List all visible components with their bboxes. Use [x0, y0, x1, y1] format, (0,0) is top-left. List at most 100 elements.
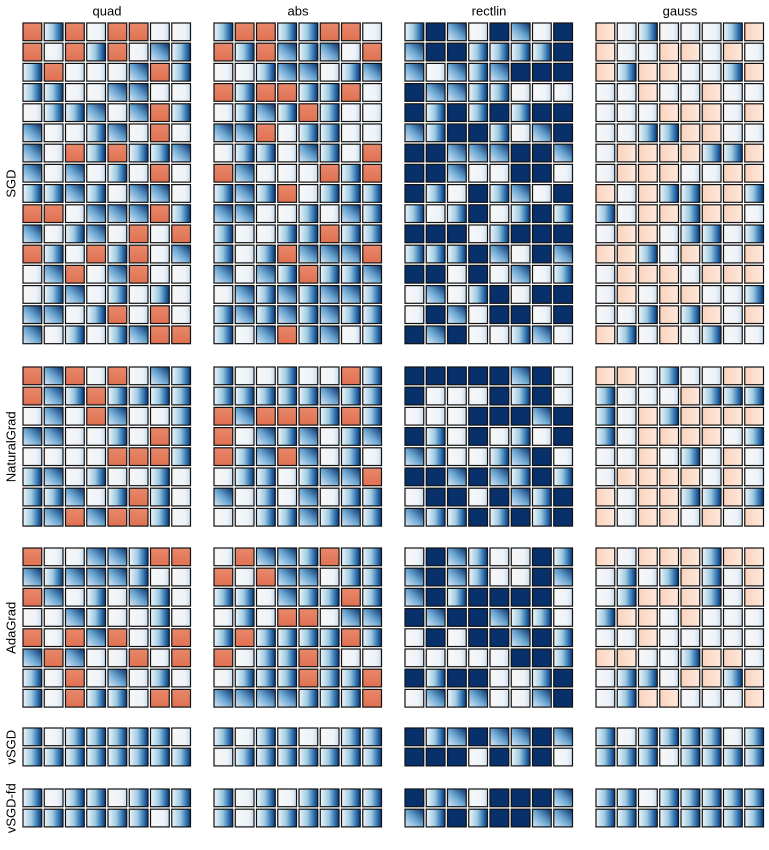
tile: [404, 22, 425, 42]
tile: [22, 163, 43, 183]
tile: [298, 688, 319, 708]
tile: [43, 82, 64, 102]
tile: [553, 244, 574, 264]
tile: [43, 688, 64, 708]
tile: [171, 427, 192, 446]
tile: [701, 143, 722, 163]
tile: [404, 123, 425, 143]
tile: [340, 788, 361, 808]
tile: [234, 82, 255, 102]
tile: [213, 587, 234, 607]
tile: [298, 406, 319, 426]
tile: [22, 406, 43, 426]
tile: [404, 507, 425, 527]
tile: [510, 82, 531, 102]
tile: [362, 325, 383, 345]
tile: [553, 184, 574, 203]
tile: [468, 788, 489, 808]
tile: [171, 747, 192, 767]
tile: [701, 325, 722, 345]
tile: [319, 143, 340, 163]
tile: [468, 427, 489, 446]
tile: [659, 305, 680, 325]
tile: [404, 727, 425, 747]
tile: [255, 366, 276, 386]
tile: [404, 285, 425, 304]
tile: [22, 82, 43, 102]
tile: [362, 788, 383, 808]
tile: [637, 285, 658, 304]
tile: [149, 386, 170, 406]
tile: [446, 447, 467, 467]
tile: [468, 507, 489, 527]
tile: [340, 507, 361, 527]
tile: [255, 406, 276, 426]
tile: [489, 305, 510, 325]
tile: [510, 547, 531, 567]
tile: [22, 648, 43, 668]
tile: [64, 184, 85, 203]
tile: [319, 628, 340, 648]
tile: [64, 204, 85, 224]
tile: [22, 325, 43, 345]
tile: [86, 123, 107, 143]
tile: [340, 204, 361, 224]
tile: [595, 567, 616, 587]
tile: [744, 406, 765, 426]
tile: [553, 62, 574, 82]
tile: [744, 103, 765, 123]
tile: [171, 688, 192, 708]
tile: [86, 143, 107, 163]
tile: [468, 123, 489, 143]
tile: [43, 747, 64, 767]
tile: [680, 467, 701, 487]
tile: [43, 244, 64, 264]
tile: [446, 386, 467, 406]
tile: [43, 62, 64, 82]
tile: [22, 607, 43, 627]
tile: [489, 607, 510, 627]
tile: [107, 628, 128, 648]
tile: [86, 427, 107, 446]
tile: [468, 668, 489, 688]
tile: [595, 366, 616, 386]
tile: [64, 103, 85, 123]
tile: [22, 487, 43, 507]
tile: [43, 547, 64, 567]
tile: [149, 22, 170, 42]
tile: [744, 264, 765, 284]
tile: [531, 386, 552, 406]
tile: [510, 22, 531, 42]
tile: [362, 103, 383, 123]
tile: [171, 103, 192, 123]
tile: [43, 224, 64, 244]
tile: [298, 224, 319, 244]
tile: [468, 103, 489, 123]
tile: [446, 788, 467, 808]
tile: [64, 628, 85, 648]
tile: [107, 204, 128, 224]
tile: [43, 285, 64, 304]
tile: [86, 204, 107, 224]
tile: [171, 22, 192, 42]
tile: [255, 184, 276, 203]
tile: [659, 747, 680, 767]
tile: [510, 406, 531, 426]
tile: [659, 487, 680, 507]
tile: [149, 325, 170, 345]
tile: [404, 163, 425, 183]
tile: [489, 22, 510, 42]
tile: [340, 688, 361, 708]
tile: [595, 42, 616, 62]
tile: [22, 808, 43, 828]
tile: [701, 285, 722, 304]
tile: [86, 547, 107, 567]
tile: [659, 325, 680, 345]
tile: [64, 62, 85, 82]
tile: [722, 366, 743, 386]
tile: [362, 688, 383, 708]
tile: [43, 607, 64, 627]
tile: [128, 587, 149, 607]
tile: [531, 366, 552, 386]
tile: [531, 103, 552, 123]
